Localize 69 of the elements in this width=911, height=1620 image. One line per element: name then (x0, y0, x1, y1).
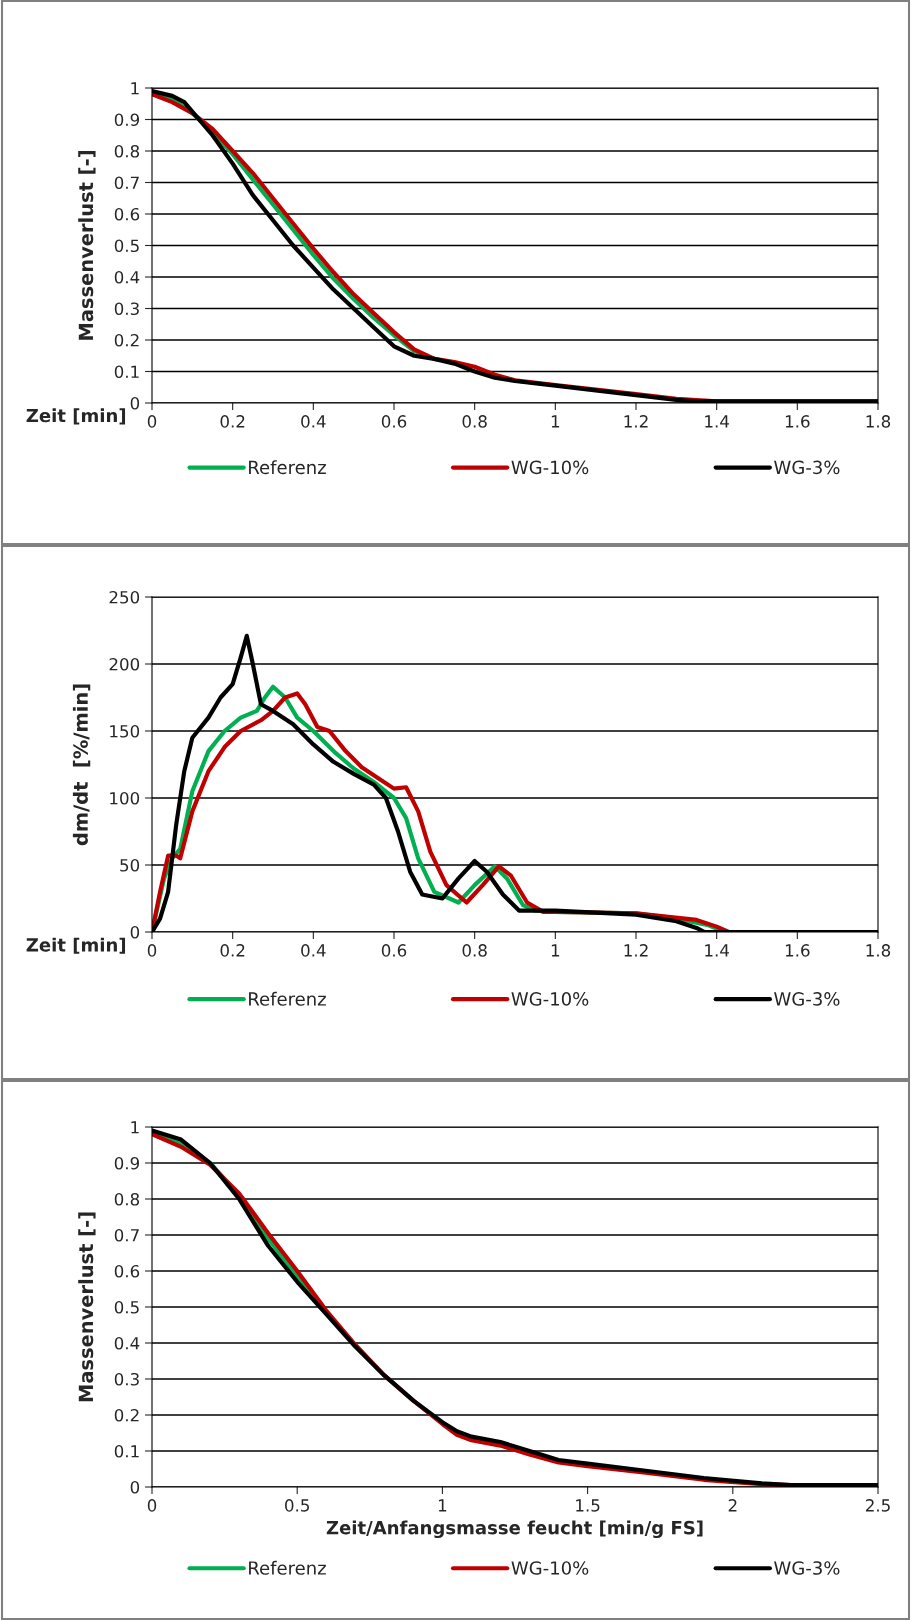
legend-label: WG-3% (774, 992, 840, 1006)
y-tick-label: 0.2 (114, 333, 139, 347)
legend-label: WG-10% (511, 460, 589, 475)
y-axis-title: Massenverlust [-] (78, 151, 96, 340)
x-tick-label: 0.8 (462, 415, 487, 428)
x-tick-label: 1 (551, 415, 560, 428)
x-tick-label: 2 (728, 1499, 737, 1512)
y-tick-label: 0 (130, 925, 140, 939)
y-tick-label: 0.8 (114, 144, 140, 158)
x-tick-label: 0.2 (220, 944, 245, 957)
x-tick-label: 0.6 (381, 415, 407, 428)
y-tick-label: 0.1 (114, 1444, 139, 1458)
x-tick-label: 2.5 (865, 1499, 890, 1512)
y-tick-label: 200 (109, 657, 140, 671)
x-tick-label: 1.6 (785, 944, 810, 957)
y-tick-label: 0.6 (114, 207, 140, 221)
legend-label: WG-3% (774, 460, 840, 475)
y-tick-label: 0.7 (114, 1228, 139, 1242)
y-tick-label: 0.7 (114, 176, 139, 190)
y-tick-label: 1 (131, 1121, 139, 1134)
x-tick-label: 0.2 (220, 415, 245, 428)
x-tick-label: 0.8 (462, 944, 487, 957)
y-tick-label: 0 (130, 396, 140, 410)
x-tick-label: 1 (438, 1499, 447, 1512)
y-tick-label: 50 (120, 858, 140, 872)
x-axis-title: Zeit/Anfangsmasse feucht [min/g FS] (326, 1520, 703, 1539)
legend-label: Referenz (249, 1560, 326, 1575)
x-tick-label: 1.5 (576, 1499, 600, 1512)
legend-label: WG-10% (511, 992, 589, 1006)
x-tick-label: 0.4 (301, 944, 326, 957)
y-tick-label: 0.9 (114, 113, 140, 127)
x-tick-label: 0 (147, 1499, 157, 1512)
y-tick-label: 0.5 (114, 1300, 139, 1314)
y-tick-label: 250 (109, 590, 140, 604)
x-tick-label: 0 (147, 415, 157, 428)
y-tick-label: 0.8 (114, 1192, 140, 1206)
x-tick-label: 1 (551, 944, 560, 957)
y-tick-label: 0.4 (114, 270, 140, 284)
x-tick-label: 1.6 (785, 415, 810, 428)
x-tick-label: 0 (147, 944, 157, 957)
y-tick-label: 0.6 (114, 1264, 140, 1278)
x-tick-label: 1.2 (624, 944, 648, 957)
x-tick-label: 1.4 (705, 944, 729, 957)
y-tick-label: 0 (130, 1480, 140, 1494)
y-tick-label: 0.9 (114, 1156, 140, 1170)
legend-label: WG-10% (511, 1561, 589, 1575)
y-tick-label: 0.1 (114, 365, 139, 379)
y-tick-label: 0.3 (114, 1372, 139, 1386)
x-tick-label: 0.5 (285, 1499, 309, 1512)
x-tick-label: 1.8 (866, 944, 891, 957)
legend-label: Referenz (249, 991, 326, 1006)
y-tick-label: 100 (110, 791, 140, 805)
y-tick-label: 1 (131, 82, 139, 95)
x-tick-label: 1.2 (624, 415, 648, 428)
y-tick-label: 0.5 (114, 239, 139, 253)
x-axis-title: Zeit [min] (26, 937, 126, 954)
y-axis-title: dm/dt [%/min] (72, 684, 91, 846)
y-tick-label: 150 (110, 724, 140, 738)
x-tick-label: 1.4 (705, 415, 729, 428)
legend-label: WG-3% (774, 1561, 840, 1575)
x-axis-title: Zeit [min] (26, 408, 126, 425)
y-tick-label: 0.3 (114, 302, 139, 316)
x-tick-label: 0.6 (381, 944, 407, 957)
y-tick-label: 0.4 (114, 1336, 140, 1350)
legend-label: Referenz (249, 460, 326, 475)
x-tick-label: 1.8 (866, 415, 891, 428)
y-axis-title: Massenverlust [-] (78, 1212, 96, 1402)
y-tick-label: 0.2 (114, 1408, 139, 1422)
x-tick-label: 0.4 (301, 415, 326, 428)
